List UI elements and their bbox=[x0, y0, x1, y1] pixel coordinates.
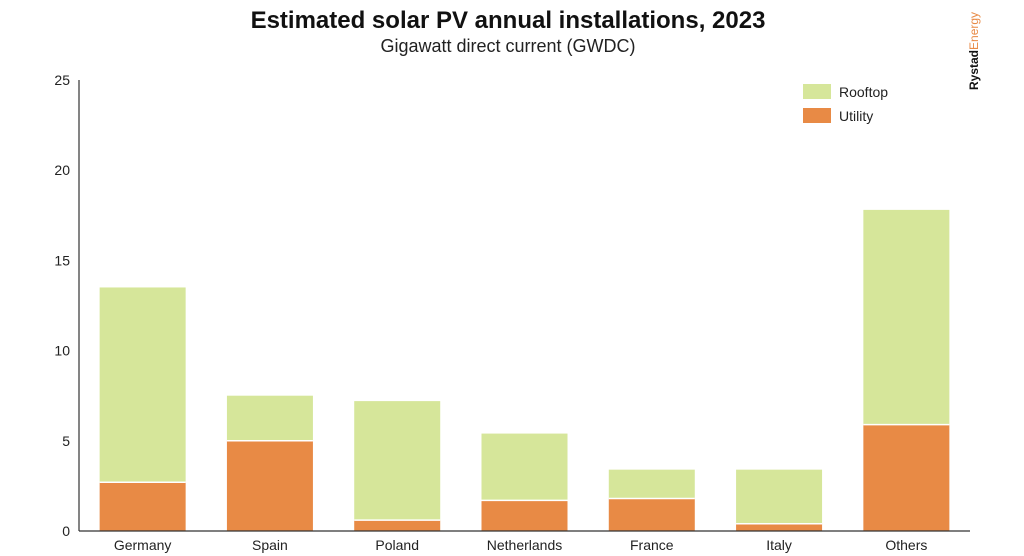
bar-rooftop-germany bbox=[99, 287, 186, 483]
legend-swatch-utility bbox=[803, 108, 831, 123]
legend-swatch-rooftop bbox=[803, 84, 831, 99]
x-tick-label: France bbox=[630, 537, 674, 553]
x-tick-label: Poland bbox=[375, 537, 419, 553]
y-tick-label: 20 bbox=[54, 162, 70, 178]
x-tick-label: Spain bbox=[252, 537, 288, 553]
source-brand: RystadEnergy bbox=[967, 12, 981, 90]
x-tick-label: Germany bbox=[114, 537, 172, 553]
chart-title: Estimated solar PV annual installations,… bbox=[251, 7, 766, 34]
legend-label-utility: Utility bbox=[839, 108, 873, 124]
svg-text:RystadEnergy: RystadEnergy bbox=[967, 12, 981, 90]
x-tick-label: Italy bbox=[766, 537, 792, 553]
bar-rooftop-netherlands bbox=[481, 433, 568, 501]
y-axis-ticks: 0 5 10 15 20 25 bbox=[54, 72, 70, 539]
bar-utility-spain bbox=[226, 440, 313, 531]
y-tick-label: 0 bbox=[62, 523, 70, 539]
bars bbox=[99, 209, 950, 531]
x-tick-label: Netherlands bbox=[487, 537, 563, 553]
bar-utility-germany bbox=[99, 482, 186, 531]
bar-utility-france bbox=[608, 498, 695, 531]
bar-rooftop-spain bbox=[226, 395, 313, 441]
y-tick-label: 5 bbox=[62, 433, 70, 449]
bar-utility-poland bbox=[354, 520, 441, 531]
brand-part-2: Energy bbox=[967, 12, 981, 50]
bar-rooftop-poland bbox=[354, 401, 441, 521]
bar-rooftop-italy bbox=[736, 469, 823, 524]
legend: Rooftop Utility bbox=[803, 84, 888, 124]
brand-part-1: Rystad bbox=[967, 50, 981, 90]
chart-subtitle: Gigawatt direct current (GWDC) bbox=[380, 36, 635, 56]
bar-utility-others bbox=[863, 424, 950, 531]
bar-utility-italy bbox=[736, 523, 823, 531]
x-tick-label: Others bbox=[885, 537, 927, 553]
y-tick-label: 15 bbox=[54, 252, 70, 268]
bar-rooftop-france bbox=[608, 469, 695, 499]
legend-label-rooftop: Rooftop bbox=[839, 84, 888, 100]
y-tick-label: 25 bbox=[54, 72, 70, 88]
bar-utility-netherlands bbox=[481, 500, 568, 531]
x-axis-labels: Germany Spain Poland Netherlands France Italy… bbox=[114, 537, 928, 553]
y-tick-label: 10 bbox=[54, 343, 70, 359]
bar-rooftop-others bbox=[863, 209, 950, 425]
